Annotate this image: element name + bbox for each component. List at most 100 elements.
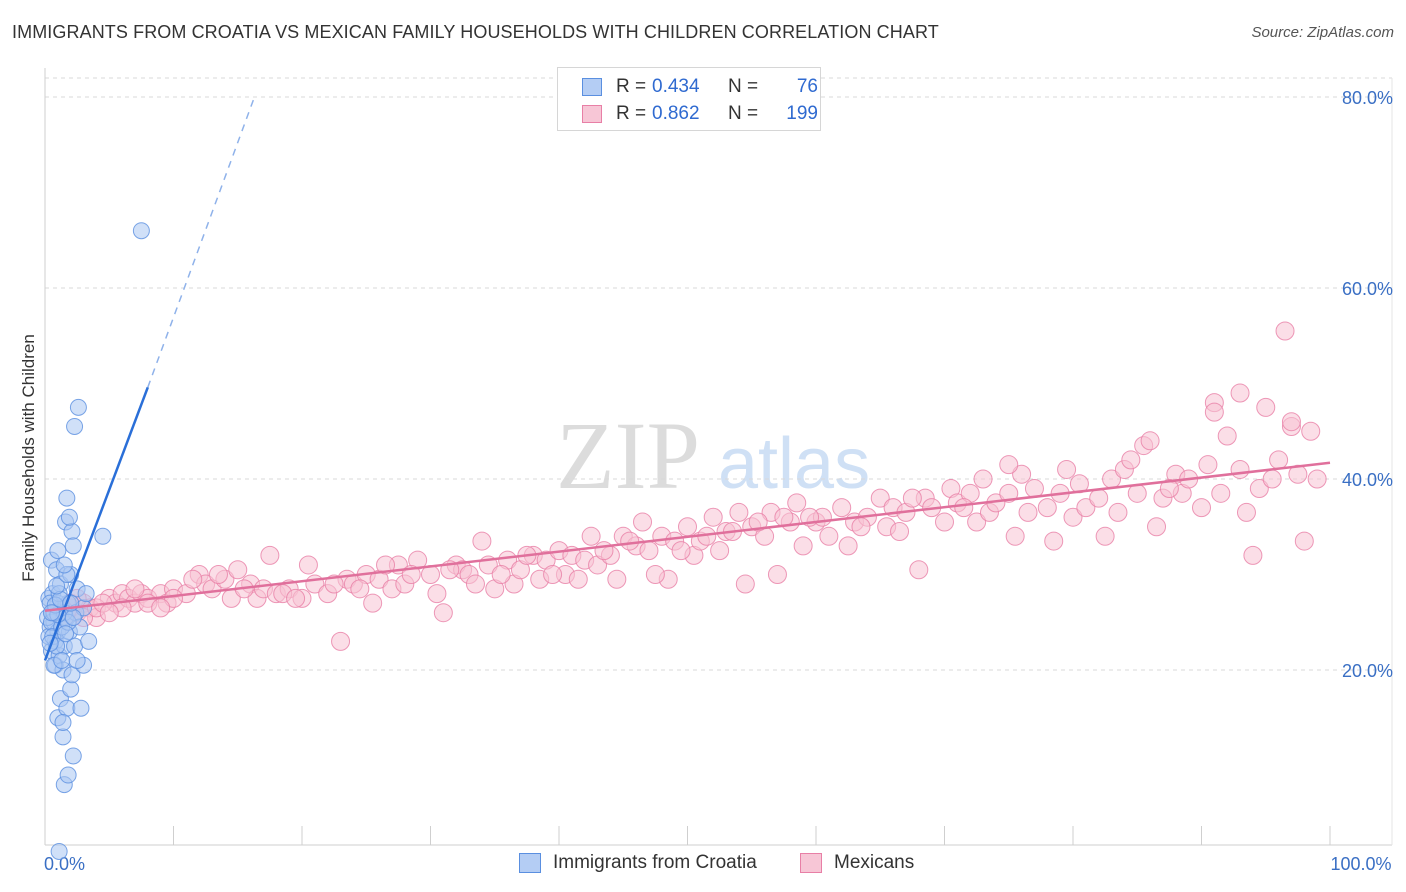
stat-r-value: 0.434 — [652, 76, 700, 97]
x-tick-label: 0.0% — [44, 854, 85, 874]
y-axis-label: Family Households with Children — [19, 334, 38, 582]
mexicans-point — [1121, 450, 1141, 470]
mexicans-point — [735, 574, 755, 594]
mexicans-point — [678, 517, 697, 537]
stat-r-label: R = — [616, 103, 647, 124]
croatia-point — [57, 625, 75, 643]
mexicans-point — [568, 569, 588, 589]
mexicans-point — [973, 469, 993, 489]
mexicans-point — [710, 541, 730, 561]
stat-n-label: N = — [728, 76, 759, 97]
mexicans-point — [748, 512, 768, 532]
mexicans-point — [1281, 412, 1301, 432]
croatia-point — [66, 417, 84, 435]
watermark-atlas: atlas — [718, 424, 870, 504]
y-tick-labels: 20.0% 40.0% 60.0% 80.0% — [1342, 88, 1393, 681]
croatia-point — [77, 585, 95, 603]
mexicans-point — [671, 541, 691, 561]
x-tick-labels: 0.0% 100.0% — [44, 854, 1392, 874]
x-tick-label: 100.0% — [1330, 854, 1391, 874]
legend-mexicans-swatch-icon — [800, 853, 822, 873]
croatia-point — [69, 398, 87, 416]
mexicans-point — [1243, 545, 1263, 565]
mexicans-point — [465, 574, 485, 594]
croatia-point — [59, 766, 77, 784]
croatia-point — [63, 523, 81, 541]
croatia-point — [58, 489, 76, 507]
mexicans-point — [620, 531, 640, 551]
mexicans-point — [1159, 479, 1179, 499]
mexicans-point — [1018, 502, 1038, 522]
croatia-point — [64, 747, 82, 765]
mexicans-point — [1249, 479, 1269, 499]
mexicans-point — [1256, 397, 1276, 417]
mexicans-point — [427, 584, 447, 604]
correlation-stats-box: R = 0.434 N = 76 R = 0.862 N = 199 — [557, 67, 821, 131]
mexicans-point — [767, 565, 787, 584]
croatia-point — [132, 222, 150, 240]
mexicans-point — [151, 598, 171, 618]
watermark-zip: ZIP — [556, 402, 700, 509]
stat-row-mexicans: R = 0.862 N = 199 — [582, 100, 818, 128]
mexicans-point — [639, 541, 659, 561]
croatia-point — [94, 527, 112, 545]
mexicans-point — [1192, 498, 1211, 518]
mexicans-point — [1294, 531, 1314, 551]
mexicans-point — [1211, 483, 1231, 503]
chart-source: Source: ZipAtlas.com — [1251, 24, 1394, 41]
mexicans-point — [1301, 421, 1321, 441]
mexicans-point — [870, 488, 890, 508]
croatia-trendline-extension — [147, 96, 256, 388]
mexicans-point — [208, 565, 228, 584]
mexicans-point — [260, 545, 280, 565]
watermark: ZIP atlas — [556, 402, 870, 509]
y-tick-label: 60.0% — [1342, 279, 1393, 299]
legend-item-mexicans[interactable]: Mexicans — [800, 852, 914, 874]
mexicans-point — [581, 526, 601, 546]
mexicans-point — [1236, 502, 1256, 522]
croatia-point — [49, 542, 67, 560]
mexicans-point — [1037, 498, 1057, 518]
croatia-point — [80, 632, 98, 650]
croatia-point — [53, 651, 71, 669]
mexicans-point — [633, 512, 653, 532]
mexicans-point — [703, 507, 723, 527]
mexicans-point — [954, 498, 974, 518]
y-tick-label: 80.0% — [1342, 88, 1393, 108]
legend-label: Mexicans — [834, 852, 915, 873]
mexicans-point — [1108, 502, 1128, 522]
croatia-point — [42, 604, 60, 622]
mexicans-point — [832, 498, 852, 518]
croatia-point — [60, 508, 78, 526]
mexicans-point — [1063, 507, 1083, 527]
mexicans-point — [1012, 464, 1032, 484]
y-tick-label: 20.0% — [1342, 661, 1393, 681]
series-croatia-points — [39, 222, 150, 860]
mexicans-point — [433, 603, 453, 623]
croatia-point — [72, 699, 90, 717]
mexicans-point — [793, 536, 813, 556]
chart-title: IMMIGRANTS FROM CROATIA VS MEXICAN FAMIL… — [12, 22, 939, 42]
mexicans-point — [1262, 469, 1282, 489]
legend-item-croatia[interactable]: Immigrants from Croatia — [519, 852, 757, 874]
mexicans-point — [1044, 531, 1064, 551]
mexicans-point — [902, 488, 922, 508]
mexicans-point — [1230, 383, 1250, 403]
mexicans-point — [1307, 469, 1327, 489]
legend-croatia-swatch-icon — [519, 853, 541, 873]
mexicans-point — [228, 560, 248, 580]
stat-n-value: 76 — [796, 76, 818, 97]
mexicans-point — [607, 569, 627, 589]
mexicans-point — [594, 541, 614, 561]
mexicans-point — [1140, 431, 1160, 451]
croatia-point — [54, 714, 72, 732]
mexicans-point — [543, 565, 563, 584]
mexicans-point — [363, 593, 383, 613]
croatia-point — [54, 728, 72, 746]
mexicans-point — [472, 531, 492, 551]
mexicans-point — [838, 536, 858, 556]
mexicans-point — [1275, 321, 1295, 341]
mexicans-point — [774, 507, 794, 527]
mexicans-point — [645, 565, 665, 584]
croatia-point — [62, 680, 80, 698]
